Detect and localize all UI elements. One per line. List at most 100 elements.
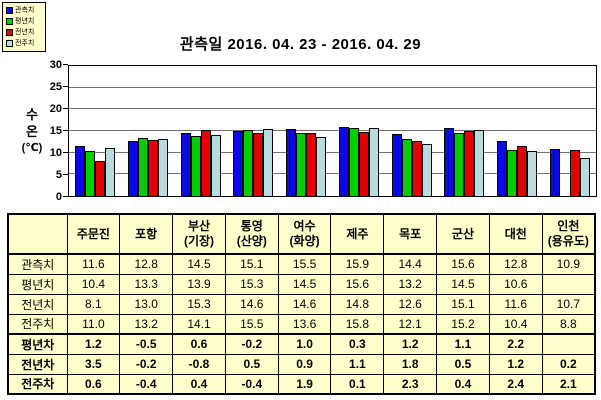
bar-관측치 bbox=[180, 133, 191, 196]
column-header: 포항 bbox=[119, 213, 174, 255]
table-cell: 8.8 bbox=[541, 313, 596, 335]
bar-group-9 bbox=[491, 66, 544, 196]
table-cell: 2.4 bbox=[488, 373, 543, 395]
table-cell: -0.4 bbox=[224, 373, 279, 395]
table-cell: 14.5 bbox=[172, 253, 226, 275]
y-tick-label: 10 bbox=[49, 147, 62, 159]
y-tick-mark bbox=[63, 130, 68, 131]
bar-전년치 bbox=[358, 131, 369, 196]
table-cell: 8.1 bbox=[66, 293, 121, 315]
table-cell: 13.3 bbox=[119, 273, 174, 295]
bar-전주치 bbox=[526, 150, 537, 196]
bar-관측치 bbox=[549, 148, 560, 196]
bar-관측치 bbox=[286, 128, 297, 196]
bar-전년치 bbox=[148, 139, 159, 196]
bar-group-5 bbox=[280, 66, 333, 196]
gridline bbox=[69, 151, 596, 153]
y-tick-label: 30 bbox=[49, 59, 62, 71]
column-header: 통영 (산양) bbox=[224, 213, 279, 255]
table-row: 전주치 11.0 13.2 14.1 15.5 13.6 15.8 12.1 15.2 10.4 8… bbox=[7, 313, 596, 335]
bar-전주치 bbox=[579, 157, 590, 196]
bar-group-8 bbox=[438, 66, 491, 196]
y-tick-mark bbox=[63, 64, 68, 65]
table-row: 전주차 0.6 -0.4 0.4 -0.4 1.9 0.1 2.3 0.4 2.4 2.1 bbox=[7, 373, 596, 395]
table-cell: 2.2 bbox=[488, 333, 543, 355]
table-cell: 1.1 bbox=[330, 353, 385, 375]
bar-관측치 bbox=[444, 128, 455, 196]
column-header: 부산 (기장) bbox=[172, 213, 226, 255]
table-cell: 1.2 bbox=[66, 333, 121, 355]
bar-평년치 bbox=[190, 135, 201, 196]
y-axis-title-line: 온 bbox=[26, 124, 38, 139]
table-cell: 12.1 bbox=[383, 313, 438, 335]
table-cell: 1.2 bbox=[383, 333, 438, 355]
table-header-row: 주문진 포항 부산 (기장) 통영 (산양) 여수 (화양) 제주 목포 군산 대천 인천 (용유… bbox=[7, 213, 596, 255]
column-header: 인천 (용유도) bbox=[541, 213, 596, 255]
legend-entry: 평년치 bbox=[6, 16, 42, 27]
table-cell: 12.8 bbox=[119, 253, 174, 275]
table-cell: 1.9 bbox=[277, 373, 332, 395]
legend-swatch-icon bbox=[6, 40, 13, 47]
table-cell: 11.0 bbox=[66, 313, 121, 335]
table-cell: 14.5 bbox=[436, 273, 490, 295]
table-cell: -0.4 bbox=[119, 373, 174, 395]
table-cell: 10.4 bbox=[66, 273, 121, 295]
bar-평년치 bbox=[401, 138, 412, 196]
bar-관측치 bbox=[233, 130, 244, 196]
gridline bbox=[69, 130, 596, 131]
bar-전주치 bbox=[210, 134, 221, 196]
bar-전년치 bbox=[516, 145, 527, 196]
bar-관측치 bbox=[338, 127, 349, 196]
row-label: 평년치 bbox=[7, 273, 68, 295]
table-row: 전년치 8.1 13.0 15.3 14.6 14.6 14.8 12.6 15.1 11.6 10… bbox=[7, 293, 596, 315]
table-cell: 14.6 bbox=[277, 293, 332, 315]
chart-legend: 관측치 평년치 전년치 전주치 bbox=[2, 2, 46, 52]
table-cell: 13.2 bbox=[119, 313, 174, 335]
table-cell: -0.8 bbox=[172, 353, 226, 375]
legend-label: 전주치 bbox=[15, 40, 35, 47]
y-tick-label: 20 bbox=[49, 103, 62, 115]
table-cell: 0.5 bbox=[436, 353, 490, 375]
bar-group-2 bbox=[122, 66, 175, 196]
column-header: 주문진 bbox=[66, 213, 121, 255]
column-header: 제주 bbox=[330, 213, 385, 255]
table-corner-cell bbox=[7, 213, 68, 255]
bar-전주치 bbox=[316, 137, 327, 196]
bar-전주치 bbox=[474, 130, 485, 196]
row-label: 관측치 bbox=[7, 253, 68, 275]
row-label: 전주차 bbox=[7, 373, 68, 395]
table-cell: 13.6 bbox=[277, 313, 332, 335]
bar-group-4 bbox=[227, 66, 280, 196]
column-header: 목포 bbox=[383, 213, 438, 255]
table-cell: 12.6 bbox=[383, 293, 438, 315]
y-tick-mark bbox=[63, 152, 68, 153]
legend-label: 전년치 bbox=[15, 29, 35, 36]
legend-entry: 전주치 bbox=[6, 38, 42, 49]
bar-전년치 bbox=[253, 132, 264, 196]
table-cell: 14.1 bbox=[172, 313, 226, 335]
row-label: 평년차 bbox=[7, 333, 68, 355]
table-cell: 10.4 bbox=[488, 313, 543, 335]
legend-swatch-icon bbox=[6, 18, 13, 25]
bar-전년치 bbox=[569, 149, 580, 196]
bar-groups bbox=[69, 66, 596, 196]
table-cell: 11.6 bbox=[66, 253, 121, 275]
chart-title: 관측일 2016. 04. 23 - 2016. 04. 29 bbox=[179, 36, 422, 53]
bar-전년치 bbox=[306, 132, 317, 196]
y-tick-label: 15 bbox=[49, 125, 62, 137]
legend-swatch-icon bbox=[6, 7, 13, 14]
bar-관측치 bbox=[75, 145, 86, 196]
bar-전주치 bbox=[105, 148, 116, 196]
table-cell: 15.3 bbox=[172, 293, 226, 315]
column-header: 대천 bbox=[488, 213, 543, 255]
table-cell: 0.5 bbox=[224, 353, 279, 375]
bar-관측치 bbox=[128, 140, 139, 196]
table-cell: 13.0 bbox=[119, 293, 174, 315]
table-cell: 15.6 bbox=[330, 273, 385, 295]
table-cell: 1.1 bbox=[436, 333, 490, 355]
y-tick-label: 25 bbox=[49, 81, 62, 93]
bar-전주치 bbox=[421, 143, 432, 196]
table-cell: 11.6 bbox=[488, 293, 543, 315]
y-axis-title: 수 온 (℃) bbox=[8, 106, 56, 157]
plot-area bbox=[68, 65, 597, 197]
